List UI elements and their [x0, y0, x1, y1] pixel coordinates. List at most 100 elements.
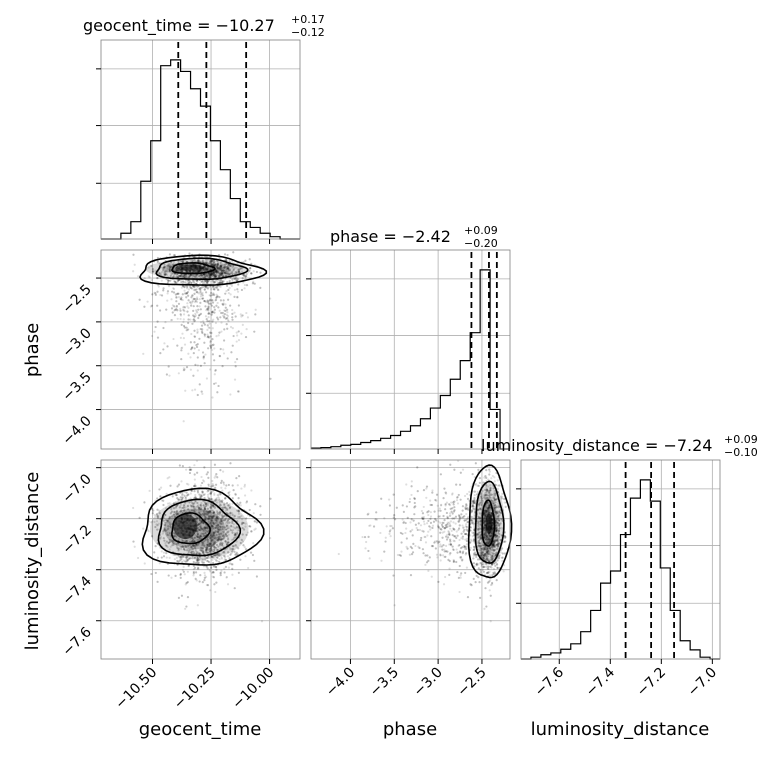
sample-point	[191, 322, 194, 325]
sample-point	[223, 271, 227, 275]
sample-point	[193, 315, 196, 318]
sample-point	[175, 556, 178, 559]
sample-point	[198, 580, 201, 583]
sample-point	[226, 281, 229, 284]
sample-point	[207, 266, 210, 269]
sample-point	[203, 362, 206, 365]
sample-point	[196, 270, 199, 273]
sample-point	[189, 270, 192, 273]
sample-point	[216, 262, 219, 265]
sample-point	[207, 307, 210, 311]
sample-point	[219, 273, 222, 276]
sample-point	[211, 497, 214, 501]
sample-point	[163, 526, 166, 530]
sample-point	[195, 344, 198, 347]
sample-point	[213, 260, 216, 263]
sample-point	[193, 566, 197, 569]
sample-point	[194, 509, 197, 512]
sample-point	[200, 330, 204, 333]
sample-point	[221, 273, 224, 276]
sample-point	[167, 519, 170, 523]
sample-point	[219, 493, 222, 496]
sample-point	[208, 299, 211, 303]
sample-point	[229, 265, 232, 268]
sample-point	[197, 523, 200, 526]
sample-point	[221, 537, 225, 540]
sample-point	[175, 304, 178, 308]
sample-point	[189, 274, 192, 278]
sample-point	[202, 273, 205, 276]
sample-point	[166, 502, 170, 505]
sample-point	[185, 292, 188, 295]
sample-point	[177, 560, 180, 563]
sample-point	[210, 490, 213, 494]
sample-point	[197, 316, 200, 320]
sample-point	[220, 539, 223, 542]
sample-point	[190, 287, 193, 290]
sample-point	[198, 275, 201, 278]
sample-point	[167, 365, 170, 368]
sample-point	[195, 519, 199, 522]
sample-point	[151, 334, 154, 338]
sample-point	[212, 261, 215, 264]
sample-point	[207, 312, 210, 315]
sample-point	[216, 274, 219, 277]
sample-point	[226, 522, 230, 525]
sample-point	[199, 508, 203, 511]
sample-point	[150, 304, 154, 307]
sample-point	[208, 511, 212, 514]
sample-point	[194, 561, 197, 564]
sample-point	[220, 268, 223, 271]
sample-point	[226, 311, 229, 314]
sample-point	[207, 309, 210, 312]
sample-point	[203, 505, 207, 509]
sample-point	[147, 266, 150, 269]
sample-point	[175, 269, 178, 272]
sample-point	[213, 263, 217, 267]
sample-point	[220, 479, 223, 482]
sample-point	[168, 268, 171, 271]
sample-point	[209, 259, 212, 263]
sample-point	[186, 302, 189, 305]
sample-point	[207, 302, 211, 305]
sample-point	[188, 466, 191, 469]
sample-point	[206, 301, 210, 304]
sample-point	[153, 551, 156, 554]
sample-point	[183, 275, 186, 278]
sample-point	[200, 475, 203, 479]
sample-point	[224, 292, 227, 295]
sample-point	[242, 274, 245, 277]
sample-point	[182, 324, 186, 328]
sample-point	[176, 485, 179, 488]
sample-point	[217, 318, 220, 321]
sample-point	[198, 298, 201, 301]
sample-point	[194, 314, 197, 317]
sample-point	[222, 303, 225, 306]
sample-point	[224, 265, 227, 268]
sample-point	[219, 481, 223, 485]
sample-point	[213, 281, 217, 284]
sample-point	[205, 538, 208, 541]
sample-point	[222, 271, 225, 274]
sample-point	[203, 273, 206, 276]
sample-point	[199, 533, 202, 537]
sample-point	[179, 274, 182, 277]
sample-point	[203, 576, 206, 579]
sample-point	[241, 267, 244, 270]
sample-point	[226, 555, 230, 558]
sample-point	[195, 517, 198, 520]
sample-point	[200, 269, 203, 272]
sample-point	[219, 268, 222, 271]
sample-point	[173, 305, 176, 308]
sample-point	[222, 269, 225, 272]
sample-point	[207, 272, 210, 275]
sample-point	[219, 267, 222, 270]
sample-point	[195, 538, 198, 541]
sample-point	[194, 297, 197, 301]
sample-point	[218, 275, 221, 278]
sample-point	[189, 497, 192, 500]
sample-point	[200, 292, 203, 295]
sample-point	[237, 510, 241, 513]
sample-point	[198, 337, 201, 340]
sample-point	[172, 260, 176, 264]
